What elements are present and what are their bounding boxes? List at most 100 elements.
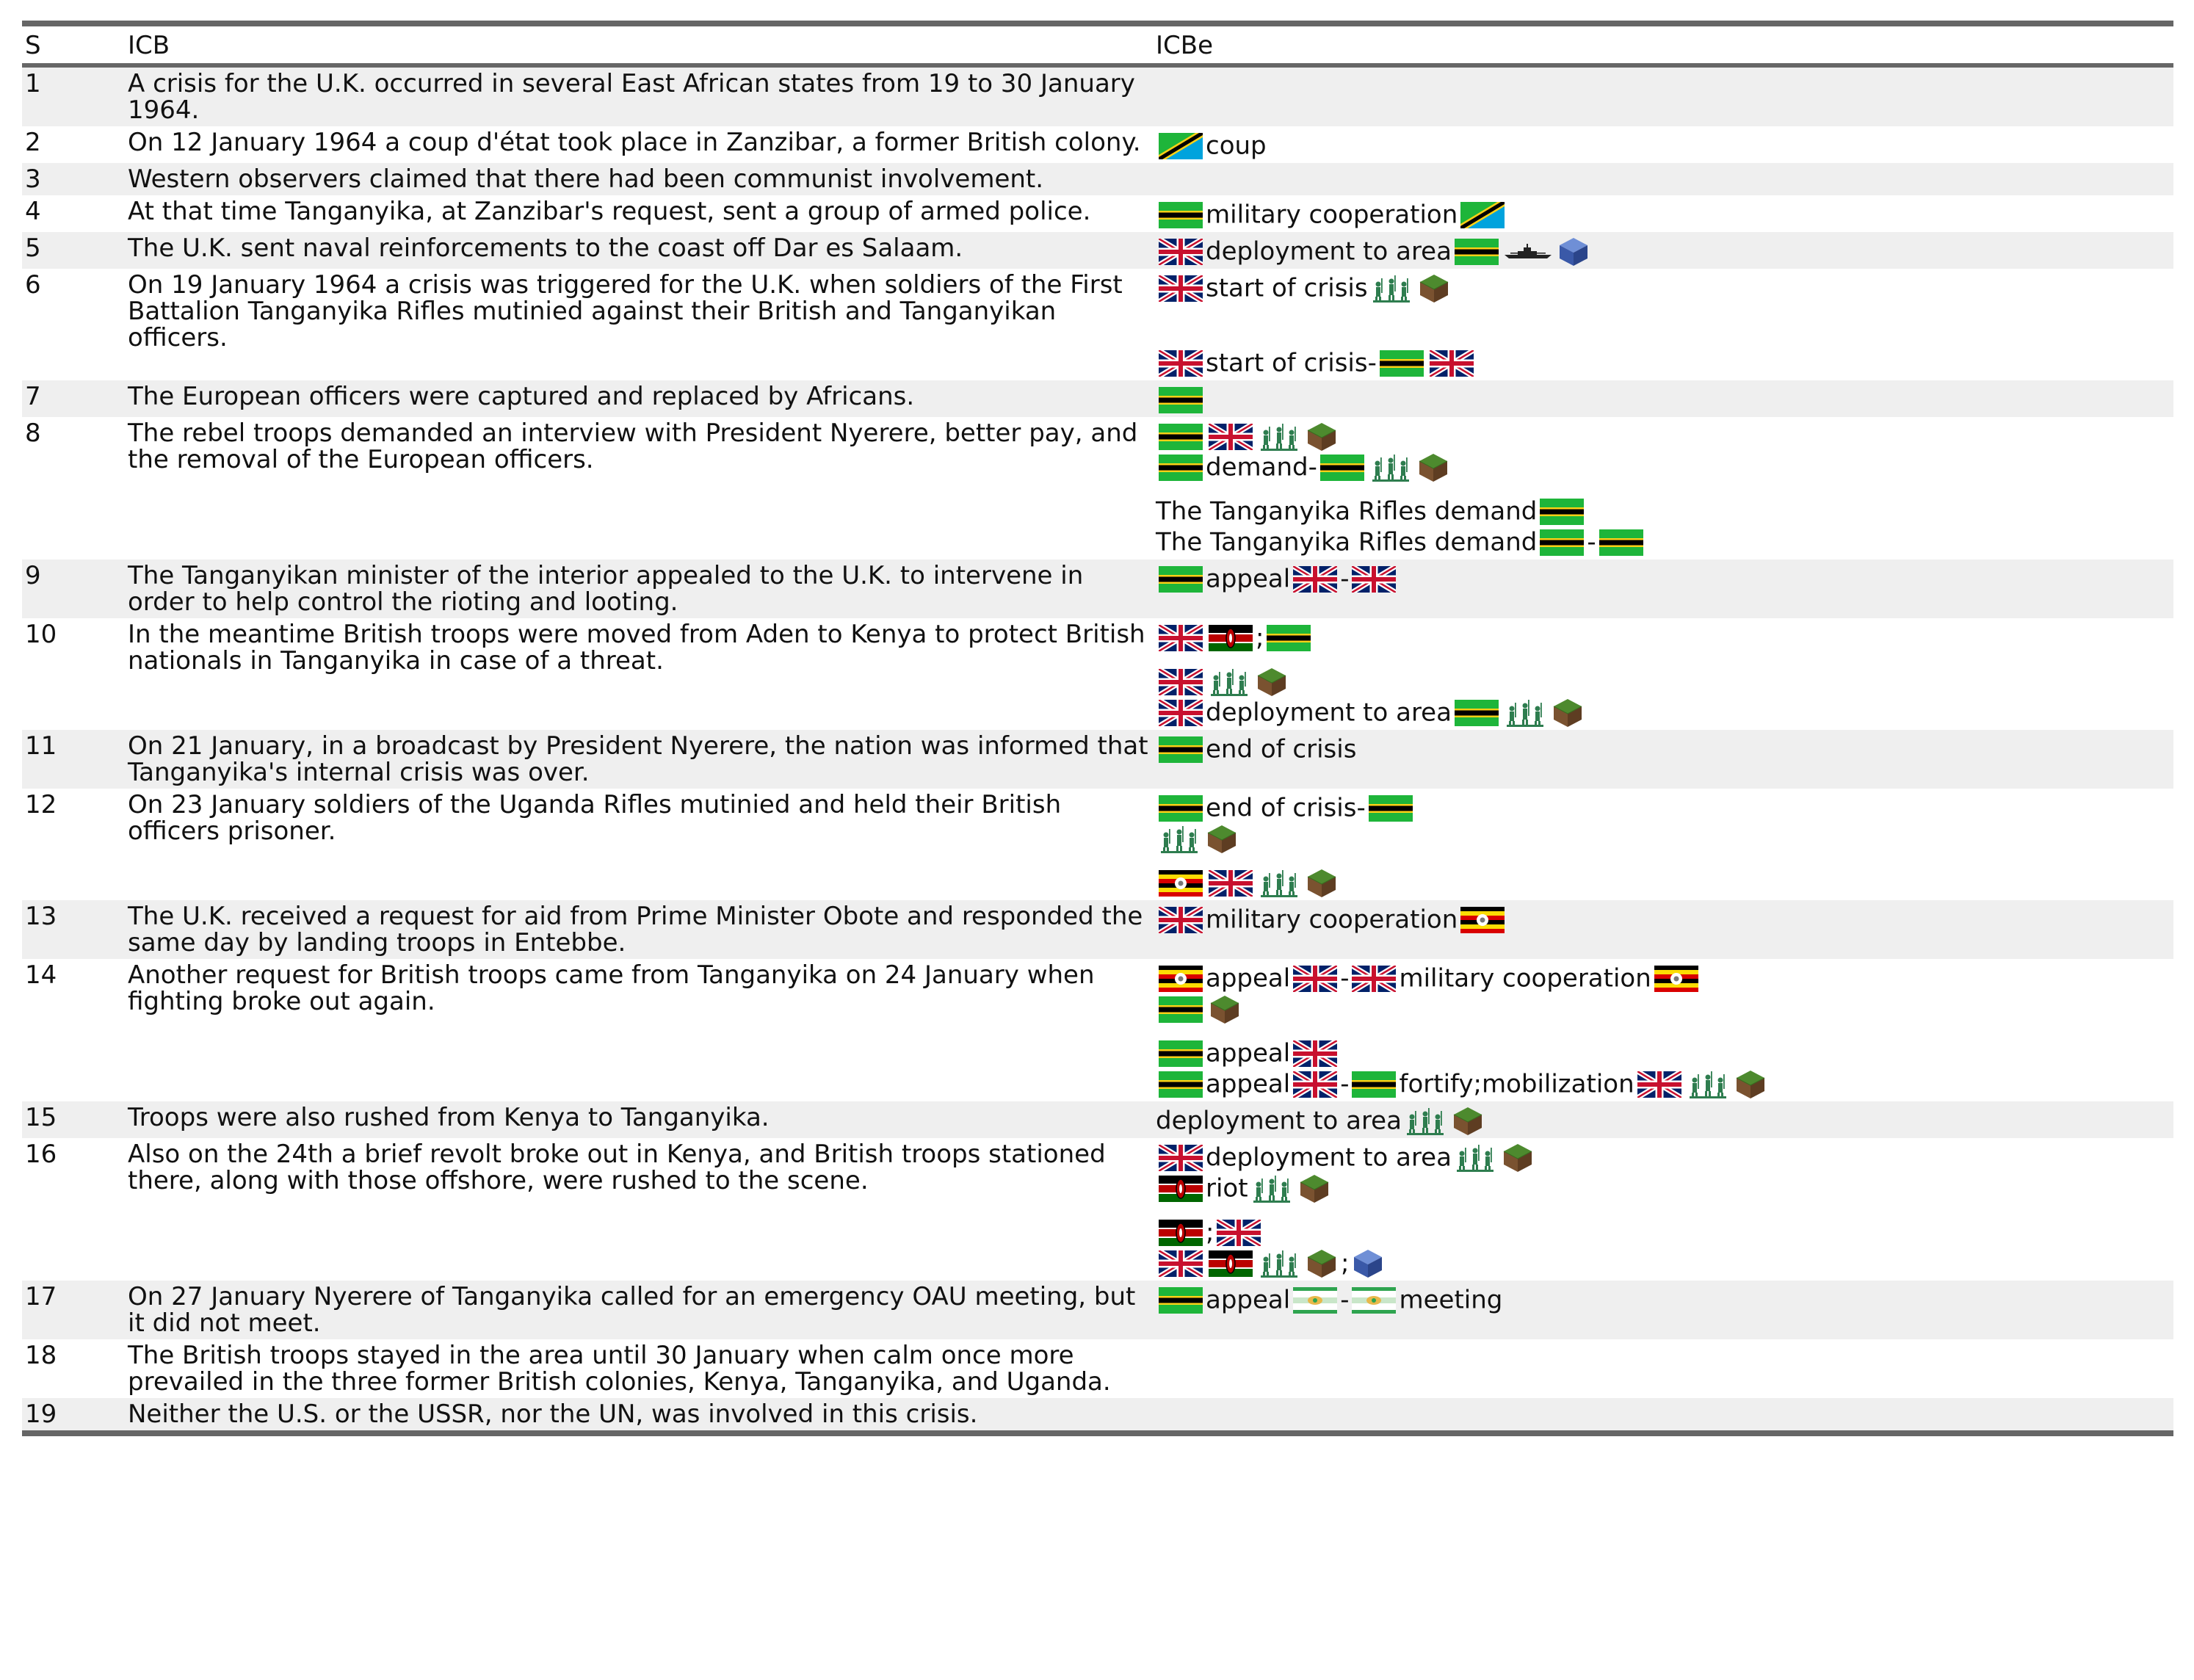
row-sentence-number: 8	[25, 419, 41, 448]
tanganyika-flag-icon	[1159, 1286, 1203, 1314]
uk-flag-icon	[1293, 965, 1338, 992]
event-label: end of crisis	[1206, 734, 1357, 764]
soldiers-icon	[1371, 274, 1412, 303]
header-icb: ICB	[128, 31, 170, 60]
row-sentence-number: 16	[25, 1140, 57, 1169]
uk-flag-icon	[1352, 965, 1397, 992]
event-line: riot	[1156, 1172, 2173, 1203]
row-icb-text: Also on the 24th a brief revolt broke ou…	[128, 1140, 1106, 1195]
row-sentence-number: 11	[22, 730, 125, 789]
tanganyika-flag-icon	[1319, 454, 1364, 481]
event-line	[1156, 420, 2173, 451]
event-line: demand-	[1156, 451, 2173, 482]
table-row: 3 Western observers claimed that there ha…	[22, 163, 2173, 195]
row-icb-text: Another request for British troops came …	[128, 960, 1095, 1016]
row-icb-text: The British troops stayed in the area un…	[128, 1341, 1111, 1397]
uganda-flag-icon	[1654, 965, 1698, 992]
uganda-flag-icon	[1159, 869, 1203, 897]
tanganyika-flag-icon	[1267, 624, 1311, 651]
row-icbe-events	[1153, 163, 2173, 195]
header-s: S	[25, 31, 41, 60]
event-label: -	[1587, 527, 1596, 557]
row-sentence-number: 12	[25, 790, 57, 819]
row-icbe-events: end of crisis-	[1153, 789, 2173, 900]
row-icbe-events: military cooperation	[1153, 195, 2173, 232]
row-sentence-number: 10	[25, 620, 57, 649]
row-icb-text: On 12 January 1964 a coup d'état took pl…	[128, 128, 1141, 157]
event-line: The Tanganyika Rifles demand	[1156, 495, 2173, 526]
event-line: appeal -	[1156, 562, 2173, 594]
tanganyika-flag-icon	[1454, 238, 1499, 265]
row-sentence-number: 19	[22, 1398, 125, 1433]
header-icbe: ICBe	[1156, 31, 1214, 60]
table-row: 4 At that time Tanganyika, at Zanzibar's …	[22, 195, 2173, 232]
table-row: 5 The U.K. sent naval reinforcements to t…	[22, 232, 2173, 269]
event-label: deployment to area	[1206, 236, 1452, 267]
land-domain-icon	[1502, 1142, 1534, 1174]
event-line: deployment to area	[1156, 1141, 2173, 1174]
row-sentence-number: 1	[22, 65, 125, 126]
event-line: deployment to area	[1156, 696, 2173, 728]
uk-flag-icon	[1159, 350, 1203, 377]
tanzania-flag-icon	[1159, 132, 1203, 159]
table-row: 14 Another request for British troops cam…	[22, 959, 2173, 1101]
land-domain-icon	[1256, 666, 1288, 698]
uk-flag-icon	[1293, 1040, 1338, 1067]
land-domain-icon	[1306, 421, 1338, 453]
event-label: demand	[1206, 452, 1308, 482]
land-domain-icon	[1206, 823, 1238, 855]
uk-flag-icon	[1209, 869, 1253, 897]
soldiers-icon	[1455, 1143, 1496, 1173]
soldiers-icon	[1370, 453, 1411, 482]
table-row: 10 In the meantime British troops were mo…	[22, 618, 2173, 730]
table-row: 16 Also on the 24th a brief revolt broke …	[22, 1138, 2173, 1281]
event-label: fortify;mobilization	[1399, 1069, 1634, 1099]
event-label: ;	[1341, 1248, 1350, 1278]
tanganyika-flag-icon	[1159, 996, 1203, 1023]
event-label: appeal	[1206, 1069, 1291, 1099]
row-sentence-number: 17	[22, 1281, 125, 1339]
event-label: The Tanganyika Rifles demand	[1156, 496, 1538, 526]
warship-icon	[1504, 243, 1552, 261]
uk-flag-icon	[1159, 668, 1203, 695]
event-line	[1156, 822, 2173, 853]
uk-flag-icon	[1159, 1250, 1203, 1277]
tanganyika-flag-icon	[1352, 1071, 1397, 1098]
row-icbe-events: demand- The Tanganyika Rifles demand The T…	[1153, 417, 2173, 560]
row-icbe-events: military cooperation	[1153, 900, 2173, 959]
event-label: start of crisis	[1206, 273, 1368, 303]
tanganyika-flag-icon	[1159, 1071, 1203, 1098]
row-icbe-events: coup	[1153, 126, 2173, 163]
table-row: 6 On 19 January 1964 a crisis was trigger…	[22, 269, 2173, 380]
row-sentence-number: 3	[22, 163, 125, 195]
east-african-federation-flag-icon	[1293, 1286, 1338, 1314]
event-label: -	[1340, 1285, 1350, 1315]
event-label: -	[1340, 963, 1350, 993]
kenya-flag-icon	[1159, 1175, 1203, 1202]
table-row: 19 Neither the U.S. or the USSR, nor the …	[22, 1398, 2173, 1433]
tanganyika-flag-icon	[1454, 699, 1499, 726]
event-line: deployment to area	[1156, 1104, 2173, 1136]
event-line: appeal - fortify;mobilization	[1156, 1068, 2173, 1099]
table-row: 17 On 27 January Nyerere of Tanganyika ca…	[22, 1281, 2173, 1339]
event-line: end of crisis	[1156, 733, 2173, 764]
row-sentence-number: 9	[22, 560, 125, 618]
row-icbe-events: ; deployment to area	[1153, 618, 2173, 730]
row-icb-text: On 21 January, in a broadcast by Preside…	[125, 730, 1153, 789]
tanganyika-flag-icon	[1159, 794, 1203, 822]
event-label: riot	[1206, 1173, 1248, 1203]
row-icbe-events: appeal - military cooperation appeal appeal -…	[1153, 959, 2173, 1101]
event-label: military cooperation	[1399, 963, 1651, 993]
row-icb-text: The Tanganyikan minister of the interior…	[125, 560, 1153, 618]
land-domain-icon	[1417, 452, 1449, 484]
soldiers-icon	[1405, 1107, 1446, 1136]
row-icbe-events: appeal - meeting	[1153, 1281, 2173, 1339]
event-label: -	[1340, 564, 1350, 594]
tanganyika-flag-icon	[1599, 529, 1643, 556]
row-sentence-number: 6	[25, 270, 41, 300]
row-sentence-number: 13	[22, 900, 125, 959]
row-icbe-events: deployment to area riot;;	[1153, 1138, 2173, 1281]
table-header: S ICB ICBe	[22, 23, 2173, 65]
uganda-flag-icon	[1460, 906, 1505, 933]
